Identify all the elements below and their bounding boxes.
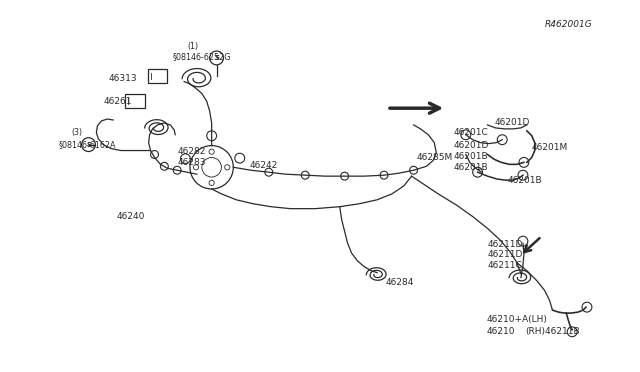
Text: 46201C: 46201C <box>454 128 489 137</box>
Bar <box>148 69 167 83</box>
Text: 46313: 46313 <box>108 74 137 83</box>
Text: 46242: 46242 <box>249 161 277 170</box>
Text: (1): (1) <box>187 42 198 51</box>
Text: (3): (3) <box>72 128 83 137</box>
Text: (RH)46211B: (RH)46211B <box>525 327 579 336</box>
Text: 46201B: 46201B <box>507 176 542 185</box>
Text: 46211D: 46211D <box>488 250 523 259</box>
Bar <box>125 94 145 108</box>
Text: 46282: 46282 <box>177 147 205 156</box>
Text: §08146-6252G: §08146-6252G <box>172 52 231 61</box>
Text: 46211C: 46211C <box>488 261 522 270</box>
Text: 46210: 46210 <box>486 327 515 336</box>
Text: 46201D: 46201D <box>454 141 490 150</box>
Text: 46201B: 46201B <box>454 163 488 172</box>
Text: 46284: 46284 <box>386 278 414 287</box>
Text: 46240: 46240 <box>116 212 145 221</box>
Text: §08146-6162A: §08146-6162A <box>59 140 116 149</box>
Text: 46211D: 46211D <box>488 240 523 248</box>
Text: R462001G: R462001G <box>545 20 593 29</box>
Text: S: S <box>214 55 219 61</box>
Text: 46210+A(LH): 46210+A(LH) <box>486 315 547 324</box>
Text: 46201D: 46201D <box>494 118 530 128</box>
Text: 46261: 46261 <box>103 97 132 106</box>
Text: 46285M: 46285M <box>417 153 452 162</box>
Text: 46283: 46283 <box>177 158 205 167</box>
Text: 46201M: 46201M <box>532 143 568 152</box>
Text: S: S <box>86 142 91 148</box>
Text: 46201B: 46201B <box>454 152 488 161</box>
